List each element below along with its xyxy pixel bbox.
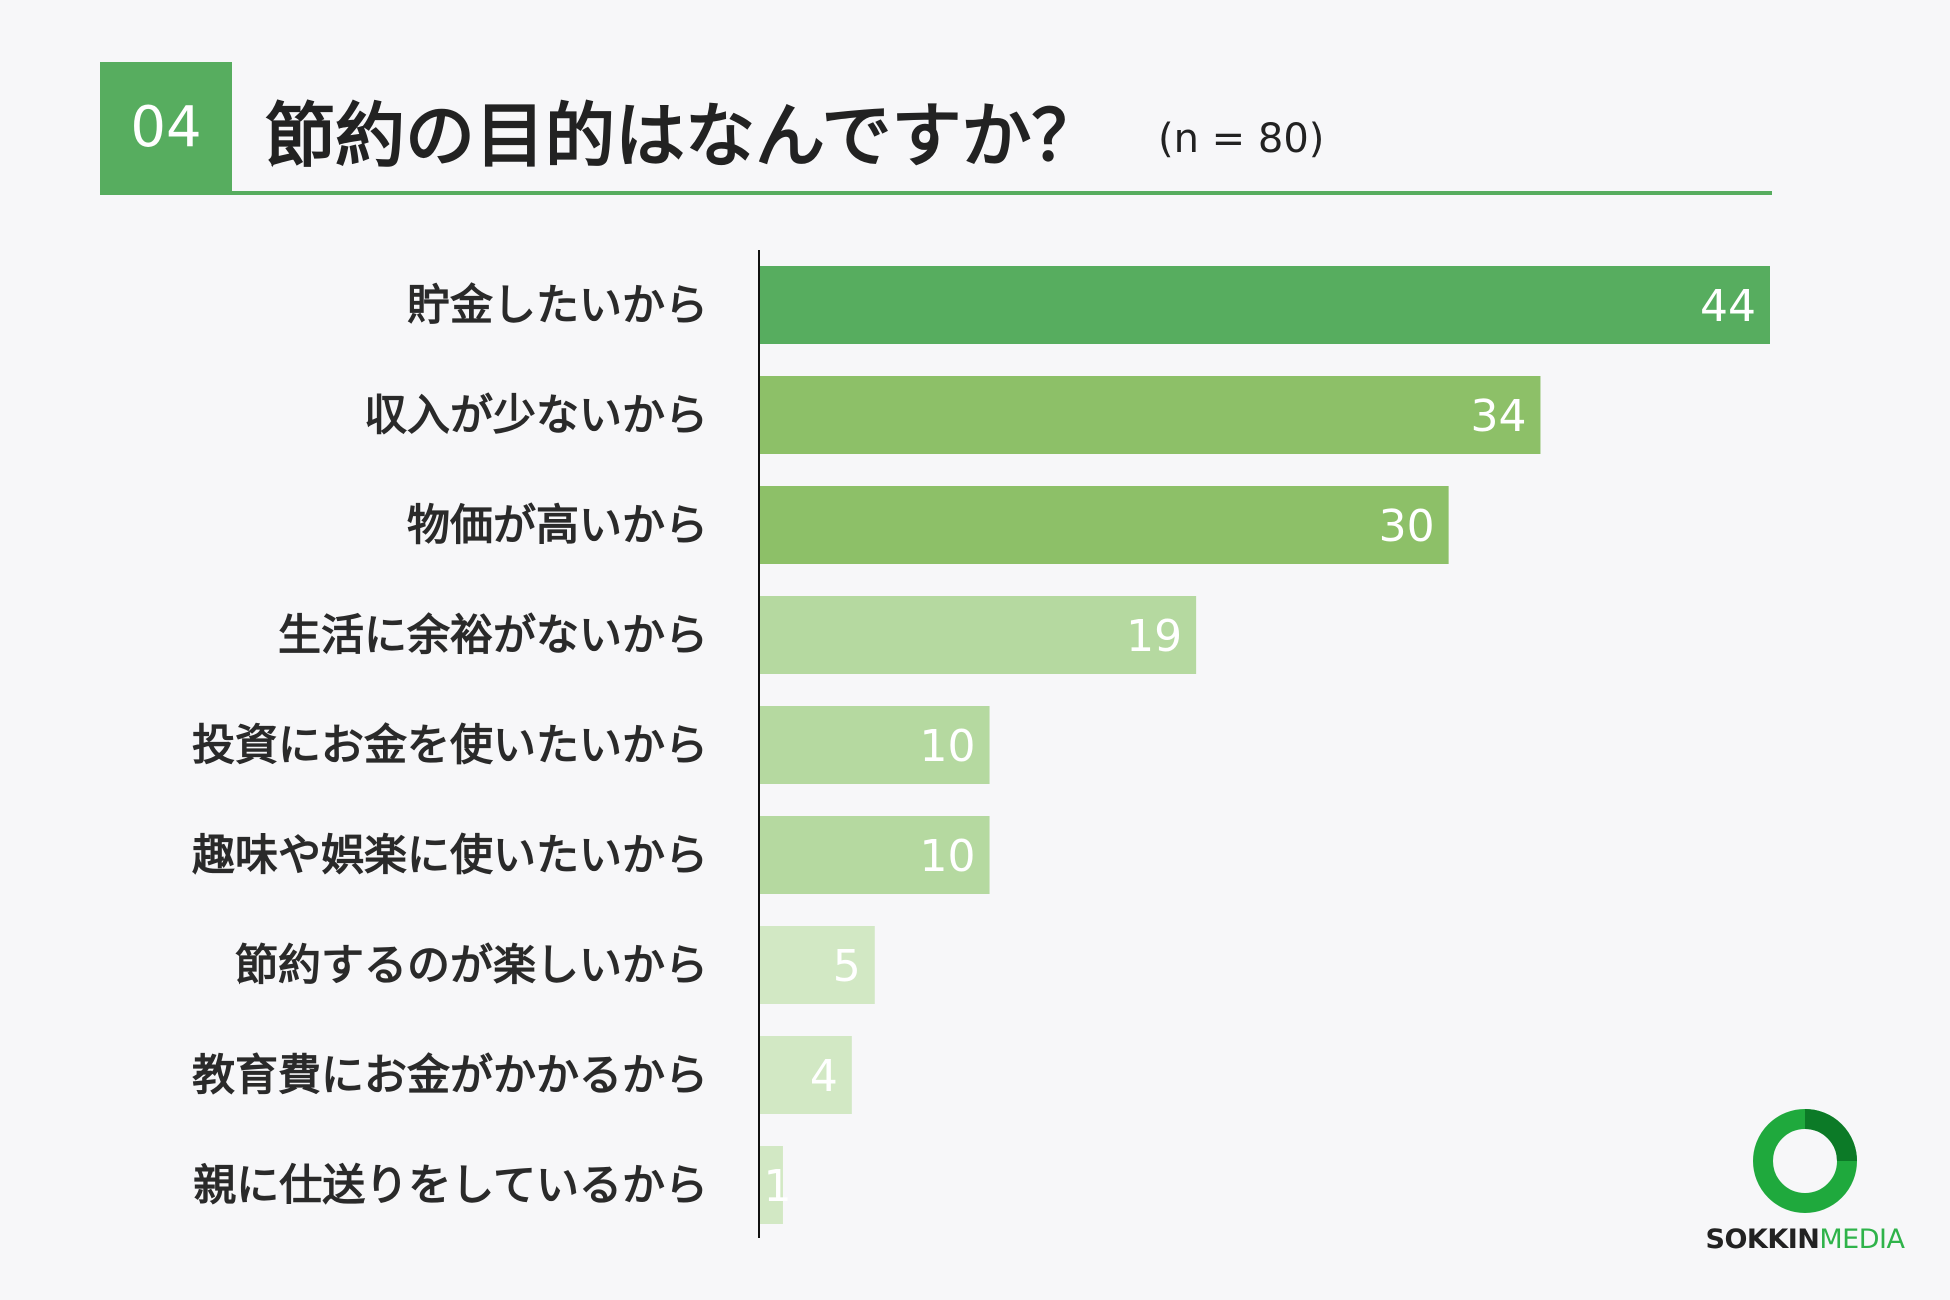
bar-4 (760, 596, 1197, 674)
sample-size-note: (n = 80) (1158, 116, 1325, 162)
value-label-1: 44 (1700, 281, 1756, 332)
category-label-3: 物価が高いから (407, 501, 708, 551)
chart-title: 節約の目的はなんですか？ (265, 95, 1102, 177)
category-label-1: 貯金したいから (407, 281, 708, 331)
category-label-6: 趣味や娯楽に使いたいから (192, 831, 708, 881)
value-label-7: 5 (833, 941, 861, 992)
sokkin-media-logo: SOKKINMEDIA (1690, 1108, 1920, 1258)
value-label-4: 19 (1126, 611, 1182, 662)
bar-5 (760, 706, 990, 784)
question-number-badge: 04 (100, 62, 232, 194)
value-label-2: 34 (1470, 391, 1526, 442)
header-rule (100, 191, 1772, 195)
category-label-9: 親に仕送りをしているから (193, 1161, 708, 1211)
category-label-5: 投資にお金を使いたいから (192, 721, 708, 771)
chart-header: 04 節約の目的はなんですか？ (n = 80) (100, 62, 1772, 196)
value-label-9: 1 (763, 1161, 791, 1212)
value-label-8: 4 (810, 1051, 838, 1102)
bar-3 (760, 486, 1449, 564)
bar-group: 貯金したいから 44 収入が少ないから 34 物価が高いから 30 生活に余裕がないから 19… (192, 266, 1770, 1224)
logo-ring-icon (1753, 1109, 1857, 1213)
category-label-8: 教育費にお金がかかるから (192, 1051, 708, 1101)
logo-name-light: MEDIA (1819, 1224, 1905, 1255)
bar-9 (760, 1146, 783, 1224)
value-label-3: 30 (1379, 501, 1435, 552)
logo-wordmark: SOKKINMEDIA (1690, 1224, 1920, 1255)
bar-1 (760, 266, 1770, 344)
bar-6 (760, 816, 990, 894)
bar-8 (760, 1036, 852, 1114)
value-label-5: 10 (920, 721, 976, 772)
logo-name-bold: SOKKIN (1705, 1224, 1820, 1255)
bar-7 (760, 926, 875, 1004)
value-label-6: 10 (920, 831, 976, 882)
category-label-4: 生活に余裕がないから (278, 611, 708, 661)
category-label-7: 節約するのが楽しいから (235, 941, 708, 991)
bar-2 (760, 376, 1541, 454)
category-label-2: 収入が少ないから (364, 391, 708, 441)
